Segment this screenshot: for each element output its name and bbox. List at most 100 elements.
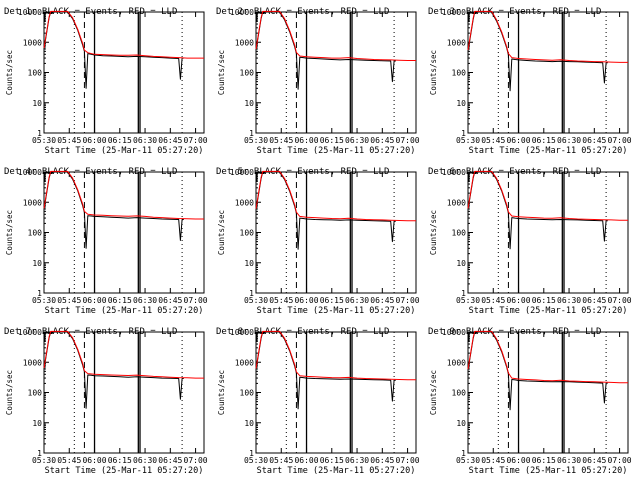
y-axis-label: Counts/sec (217, 370, 226, 415)
y-tick-label: 10000 (230, 8, 254, 17)
x-tick-label: 06:00 (506, 136, 530, 145)
y-axis-label: Counts/sec (429, 50, 438, 95)
x-tick-label: 05:30 (32, 136, 56, 145)
y-axis-label: Counts/sec (5, 50, 14, 95)
y-axis-label: Counts/sec (429, 370, 438, 415)
series-line-lld (43, 170, 204, 220)
y-tick-label: 1 (249, 449, 254, 458)
x-tick-label: 06:00 (294, 136, 318, 145)
x-tick-label: 06:45 (370, 456, 394, 465)
x-tick-label: 07:00 (608, 136, 632, 145)
x-tick-label: 05:30 (32, 456, 56, 465)
x-tick-label: 06:45 (158, 456, 182, 465)
panel-4: Det 4r BLACK = Events, RED = LLD11010010… (4, 167, 208, 316)
x-tick-label: 05:45 (481, 456, 505, 465)
y-tick-label: 1 (461, 449, 466, 458)
x-tick-label: 07:00 (184, 136, 208, 145)
x-tick-label: 05:45 (57, 136, 81, 145)
panel-9: Det 9r BLACK = Events, RED = LLD11010010… (428, 327, 632, 476)
x-tick-label: 06:15 (320, 456, 344, 465)
y-tick-label: 10000 (18, 328, 42, 337)
x-tick-label: 06:30 (133, 136, 157, 145)
x-tick-label: 06:30 (133, 296, 157, 305)
x-axis-label: Start Time (25-Mar-11 05:27:20) (257, 146, 416, 156)
x-tick-label: 07:00 (396, 296, 420, 305)
x-tick-label: 06:30 (133, 456, 157, 465)
y-tick-label: 100 (240, 229, 255, 238)
y-tick-label: 10 (456, 259, 466, 268)
series-line-lld (43, 330, 204, 379)
x-tick-label: 06:45 (370, 296, 394, 305)
y-tick-label: 10 (244, 259, 254, 268)
x-tick-label: 06:00 (294, 456, 318, 465)
series-line-lld (467, 330, 628, 384)
y-tick-label: 100 (240, 69, 255, 78)
x-axis-label: Start Time (25-Mar-11 05:27:20) (469, 146, 628, 156)
x-tick-label: 05:45 (57, 296, 81, 305)
x-tick-label: 06:30 (557, 456, 581, 465)
series-line-events (255, 331, 396, 410)
x-tick-label: 05:45 (57, 456, 81, 465)
x-tick-label: 06:30 (345, 296, 369, 305)
panel-7: Det 7r BLACK = Events, RED = LLD11010010… (4, 327, 208, 476)
series-line-events (467, 171, 608, 250)
y-tick-label: 10000 (442, 328, 466, 337)
y-tick-label: 10000 (442, 8, 466, 17)
panel-2: Det 2r BLACK = Events, RED = LLD11010010… (216, 7, 420, 156)
series-line-lld (255, 330, 416, 381)
x-axis-label: Start Time (25-Mar-11 05:27:20) (469, 306, 628, 316)
y-tick-label: 1 (37, 449, 42, 458)
x-tick-label: 06:00 (294, 296, 318, 305)
y-tick-label: 1 (37, 129, 42, 138)
x-tick-label: 05:30 (244, 296, 268, 305)
y-tick-label: 1 (249, 129, 254, 138)
x-tick-label: 05:30 (244, 456, 268, 465)
y-axis-label: Counts/sec (217, 50, 226, 95)
x-tick-label: 06:15 (108, 456, 132, 465)
x-axis-label: Start Time (25-Mar-11 05:27:20) (469, 466, 628, 476)
x-tick-label: 07:00 (608, 456, 632, 465)
x-tick-label: 07:00 (184, 456, 208, 465)
y-tick-label: 1000 (23, 198, 42, 207)
y-tick-label: 10000 (230, 168, 254, 177)
y-tick-label: 100 (28, 389, 43, 398)
series-line-lld (255, 10, 416, 61)
series-line-events (43, 11, 184, 89)
x-tick-label: 06:00 (82, 296, 106, 305)
x-tick-label: 06:15 (532, 456, 556, 465)
x-tick-label: 06:30 (345, 456, 369, 465)
series-line-events (255, 171, 396, 250)
y-tick-label: 10000 (18, 168, 42, 177)
x-tick-label: 06:30 (557, 296, 581, 305)
y-tick-label: 1000 (235, 38, 254, 47)
y-tick-label: 10000 (18, 8, 42, 17)
panel-5: Det 5r BLACK = Events, RED = LLD11010010… (216, 167, 420, 316)
y-tick-label: 10 (244, 419, 254, 428)
y-tick-label: 1 (249, 289, 254, 298)
x-axis-label: Start Time (25-Mar-11 05:27:20) (45, 306, 204, 316)
y-tick-label: 1000 (447, 198, 466, 207)
y-tick-label: 10 (456, 419, 466, 428)
x-tick-label: 06:15 (108, 296, 132, 305)
series-line-lld (467, 170, 628, 221)
series-line-events (467, 11, 608, 92)
x-tick-label: 06:15 (108, 136, 132, 145)
x-tick-label: 05:45 (481, 136, 505, 145)
x-tick-label: 06:15 (320, 136, 344, 145)
x-tick-label: 06:30 (345, 136, 369, 145)
x-tick-label: 05:45 (481, 296, 505, 305)
x-tick-label: 05:45 (269, 296, 293, 305)
x-axis-label: Start Time (25-Mar-11 05:27:20) (257, 466, 416, 476)
y-tick-label: 1000 (235, 198, 254, 207)
x-tick-label: 06:45 (582, 456, 606, 465)
series-line-events (43, 331, 184, 409)
y-tick-label: 1000 (235, 358, 254, 367)
x-tick-label: 06:45 (582, 136, 606, 145)
y-tick-label: 100 (452, 229, 467, 238)
panel-6: Det 6r BLACK = Events, RED = LLD11010010… (428, 167, 632, 316)
x-tick-label: 05:30 (456, 456, 480, 465)
series-line-events (467, 331, 608, 411)
x-tick-label: 05:30 (244, 136, 268, 145)
y-tick-label: 10 (32, 259, 42, 268)
